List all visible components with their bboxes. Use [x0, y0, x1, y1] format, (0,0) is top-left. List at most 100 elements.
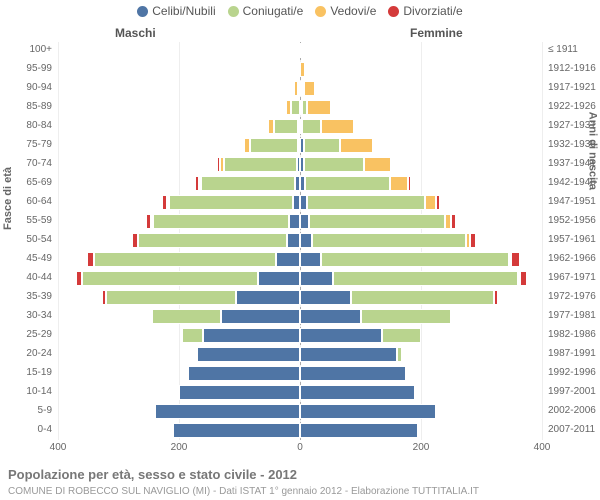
bar-segment	[494, 290, 499, 305]
birth-year-label: 2007-2011	[548, 424, 600, 435]
age-label: 55-59	[12, 215, 52, 226]
pyramid-row: 50-541957-1961	[58, 232, 542, 251]
bar-segment	[391, 157, 393, 172]
legend-label: Vedovi/e	[330, 4, 376, 18]
bar-segment	[300, 62, 305, 77]
male-side-title: Maschi	[115, 26, 156, 40]
male-bar	[150, 309, 300, 324]
bar-segment	[236, 290, 300, 305]
chart-title: Popolazione per età, sesso e stato civil…	[8, 467, 297, 482]
female-bar	[300, 271, 527, 286]
bar-segment	[300, 328, 382, 343]
pyramid-row: 35-391972-1976	[58, 289, 542, 308]
x-axis: 4002000200400	[58, 440, 542, 460]
pyramid-row: 0-42007-2011	[58, 422, 542, 441]
bar-segment	[300, 366, 406, 381]
legend-label: Coniugati/e	[243, 4, 304, 18]
pyramid-row: 5-92002-2006	[58, 403, 542, 422]
male-bar	[182, 328, 300, 343]
bar-segment	[364, 157, 391, 172]
age-label: 15-19	[12, 367, 52, 378]
birth-year-label: 1987-1991	[548, 348, 600, 359]
age-label: 75-79	[12, 139, 52, 150]
bar-segment	[82, 271, 257, 286]
male-bar	[155, 404, 300, 419]
bar-segment	[397, 347, 402, 362]
female-bar	[300, 404, 436, 419]
bar-segment	[436, 195, 440, 210]
bar-segment	[201, 176, 295, 191]
male-bar	[217, 157, 300, 172]
male-bar	[76, 271, 300, 286]
female-bar	[300, 252, 520, 267]
bar-segment	[300, 214, 309, 229]
age-label: 85-89	[12, 101, 52, 112]
female-bar	[300, 309, 453, 324]
bar-segment	[321, 119, 354, 134]
birth-year-label: 1947-1951	[548, 196, 600, 207]
age-label: 100+	[12, 44, 52, 55]
legend-item: Coniugati/e	[228, 4, 304, 18]
bar-segment	[138, 233, 286, 248]
bar-segment	[300, 423, 418, 438]
bar-segment	[511, 252, 519, 267]
birth-year-label: 1927-1931	[548, 120, 600, 131]
pyramid-row: 80-841927-1931	[58, 118, 542, 137]
bar-segment	[451, 309, 453, 324]
bar-segment	[250, 138, 298, 153]
bar-segment	[305, 176, 390, 191]
birth-year-label: ≤ 1911	[548, 44, 600, 55]
female-side-title: Femmine	[410, 26, 463, 40]
chart-source: COMUNE DI ROBECCO SUL NAVIGLIO (MI) - Da…	[8, 486, 479, 497]
birth-year-label: 2002-2006	[548, 405, 600, 416]
pyramid-row: 95-991912-1916	[58, 61, 542, 80]
bar-segment	[224, 157, 297, 172]
pyramid-row: 70-741937-1941	[58, 156, 542, 175]
birth-year-label: 1977-1981	[548, 310, 600, 321]
female-bar	[300, 385, 415, 400]
birth-year-label: 1952-1956	[548, 215, 600, 226]
pyramid-row: 65-691942-1946	[58, 175, 542, 194]
birth-year-label: 1992-1996	[548, 367, 600, 378]
bar-segment	[307, 195, 425, 210]
age-label: 40-44	[12, 272, 52, 283]
female-bar	[300, 100, 331, 115]
population-pyramid-chart: Celibi/Nubili Coniugati/e Vedovi/e Divorzia…	[0, 0, 600, 500]
x-tick-label: 400	[534, 442, 551, 453]
bar-segment	[312, 233, 466, 248]
bar-segment	[274, 119, 298, 134]
birth-year-label: 1957-1961	[548, 234, 600, 245]
female-bar	[300, 195, 440, 210]
male-bar	[268, 119, 300, 134]
male-bar	[87, 252, 300, 267]
bar-segment	[276, 252, 300, 267]
bar-segment	[258, 271, 300, 286]
bar-segment	[293, 195, 300, 210]
bar-segment	[179, 385, 300, 400]
bar-segment	[106, 290, 236, 305]
legend-label: Celibi/Nubili	[152, 4, 215, 18]
legend: Celibi/Nubili Coniugati/e Vedovi/e Divorzia…	[0, 4, 600, 18]
age-label: 50-54	[12, 234, 52, 245]
male-bar	[132, 233, 300, 248]
pyramid-row: 45-491962-1966	[58, 251, 542, 270]
bar-segment	[221, 309, 300, 324]
bar-segment	[182, 328, 203, 343]
pyramid-row: 75-791932-1936	[58, 137, 542, 156]
bar-segment	[300, 385, 415, 400]
age-label: 5-9	[12, 405, 52, 416]
male-bar	[162, 195, 300, 210]
birth-year-label: 1917-1921	[548, 82, 600, 93]
male-bar	[102, 290, 300, 305]
age-label: 65-69	[12, 177, 52, 188]
legend-item: Divorziati/e	[388, 4, 462, 18]
age-label: 70-74	[12, 158, 52, 169]
birth-year-label: 1922-1926	[548, 101, 600, 112]
bar-segment	[291, 100, 300, 115]
bar-segment	[382, 328, 421, 343]
age-label: 95-99	[12, 63, 52, 74]
bar-segment	[300, 404, 436, 419]
female-bar	[300, 214, 456, 229]
female-bar	[300, 119, 354, 134]
female-bar	[300, 138, 375, 153]
